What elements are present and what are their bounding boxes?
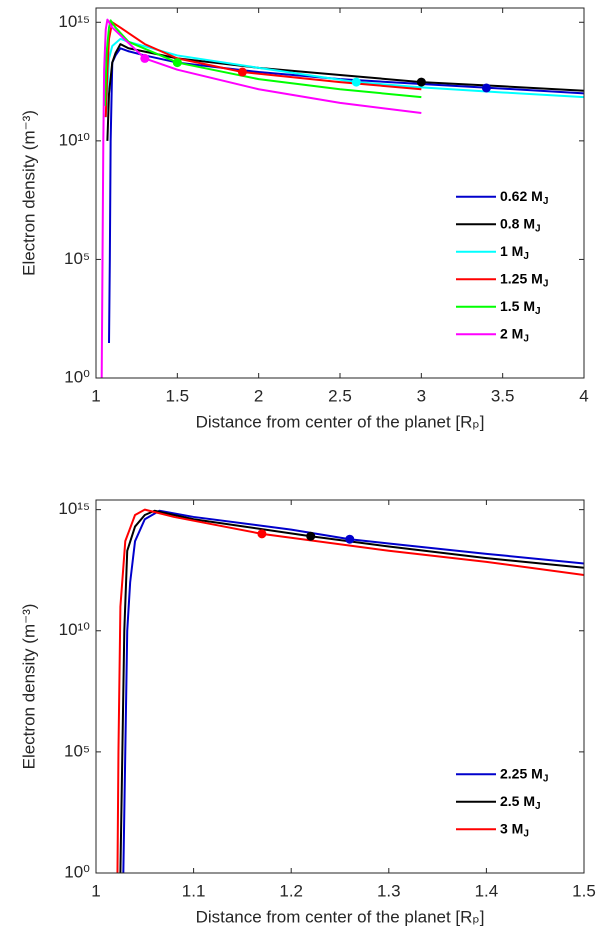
y-tick-label: 10⁵ bbox=[64, 249, 90, 268]
marker bbox=[257, 529, 267, 539]
y-tick-label: 10¹⁰ bbox=[59, 620, 91, 639]
marker bbox=[172, 58, 182, 68]
axes-frame bbox=[95, 499, 585, 874]
marker bbox=[306, 531, 316, 541]
legend-label: 0.8 MJ bbox=[500, 215, 541, 234]
x-tick-label: 3 bbox=[417, 386, 426, 405]
y-tick-label: 10⁰ bbox=[64, 862, 90, 881]
line bbox=[104, 21, 422, 118]
y-tick-label: 10⁵ bbox=[64, 741, 90, 760]
x-tick-label: 1.3 bbox=[377, 881, 401, 900]
legend-label: 1 MJ bbox=[500, 242, 529, 261]
legend-label: 0.62 MJ bbox=[500, 187, 548, 206]
x-tick-label: 2.5 bbox=[328, 386, 352, 405]
y-tick-label: 10¹⁵ bbox=[58, 499, 90, 518]
x-tick-label: 2 bbox=[254, 386, 263, 405]
x-tick-label: 1.5 bbox=[572, 881, 596, 900]
marker bbox=[345, 534, 355, 544]
line bbox=[108, 47, 584, 343]
marker bbox=[351, 77, 361, 87]
y-axis-label: Electron density (m⁻³) bbox=[19, 110, 38, 276]
x-axis-label: Distance from center of the planet [Rₚ] bbox=[196, 907, 485, 926]
marker bbox=[140, 53, 150, 63]
x-tick-label: 1 bbox=[91, 881, 100, 900]
legend-label: 1.25 MJ bbox=[500, 270, 548, 289]
x-axis-label: Distance from center of the planet [Rₚ] bbox=[196, 412, 485, 431]
legend-label: 2.25 MJ bbox=[500, 765, 548, 784]
x-tick-label: 4 bbox=[579, 386, 588, 405]
line bbox=[119, 509, 584, 873]
x-tick-label: 1.1 bbox=[182, 881, 206, 900]
plot-area bbox=[100, 18, 584, 378]
line bbox=[100, 18, 422, 378]
line bbox=[116, 508, 584, 873]
x-tick-label: 1.5 bbox=[166, 386, 190, 405]
legend-label: 3 MJ bbox=[500, 820, 529, 839]
x-tick-label: 3.5 bbox=[491, 386, 515, 405]
y-axis-label: Electron density (m⁻³) bbox=[19, 604, 38, 770]
line bbox=[106, 43, 584, 141]
marker bbox=[237, 67, 247, 77]
line bbox=[103, 19, 422, 106]
y-tick-label: 10⁰ bbox=[64, 367, 90, 386]
marker bbox=[416, 77, 426, 87]
line bbox=[122, 509, 584, 873]
plot-area bbox=[116, 508, 584, 873]
x-tick-label: 1 bbox=[91, 386, 100, 405]
line bbox=[104, 37, 584, 118]
marker bbox=[481, 83, 491, 93]
legend-label: 2.5 MJ bbox=[500, 792, 541, 811]
y-tick-label: 10¹⁵ bbox=[58, 12, 90, 31]
legend-label: 1.5 MJ bbox=[500, 297, 541, 316]
y-tick-label: 10¹⁰ bbox=[59, 130, 91, 149]
legend-label: 2 MJ bbox=[500, 325, 529, 344]
x-tick-label: 1.2 bbox=[279, 881, 303, 900]
x-tick-label: 1.4 bbox=[475, 881, 499, 900]
